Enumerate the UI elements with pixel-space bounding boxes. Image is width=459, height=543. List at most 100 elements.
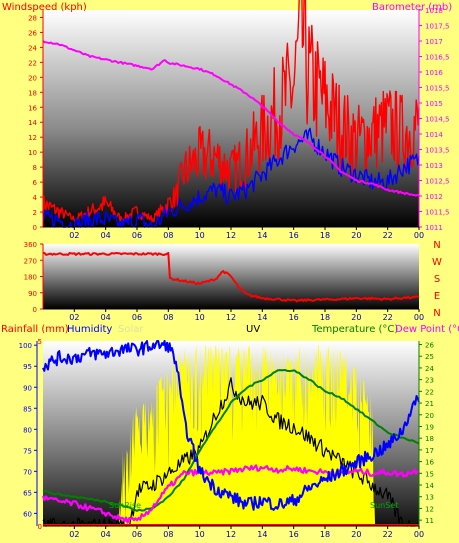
wind-avg-line: [42, 127, 420, 228]
x-tick-label: 02: [69, 313, 79, 322]
windspeed-tick-label: 12: [28, 134, 37, 142]
humidity-tick-label: 95: [23, 363, 32, 371]
temp-tick-label: 13: [425, 494, 434, 502]
dewpoint-line: [41, 464, 420, 524]
x-tick-label: 06: [132, 530, 142, 539]
legend-solar: Solar: [118, 324, 144, 335]
x-tick-label: 14: [257, 530, 267, 539]
x-tick-label: 02: [69, 231, 79, 240]
x-tick-label: 16: [289, 231, 299, 240]
barometer-tick-label: 1011: [425, 224, 443, 232]
x-tick-label: 18: [320, 530, 330, 539]
windspeed-tick-label: 26: [28, 29, 37, 37]
rain-tick-label: 5: [38, 338, 42, 346]
wind-direction-line: [42, 251, 420, 303]
temp-tick-label: 26: [425, 342, 434, 350]
rain-tick-label: 0: [38, 523, 42, 531]
windspeed-tick-label: 24: [28, 44, 37, 52]
temp-tick-label: 19: [425, 423, 434, 431]
x-tick-label: 00: [414, 313, 424, 322]
x-tick-label: 20: [351, 530, 361, 539]
barometer-tick-label: 1016: [425, 69, 443, 77]
barometer-tick-label: 1015: [425, 100, 443, 108]
barometer-tick-label: 1012: [425, 193, 443, 201]
x-tick-label: 20: [351, 231, 361, 240]
temp-tick-label: 23: [425, 377, 434, 385]
temp-tick-label: 22: [425, 388, 434, 396]
compass-label: E: [434, 291, 440, 302]
compass-label: N: [433, 240, 440, 251]
barometer-axis-label: Barometer (mb): [372, 2, 452, 13]
windspeed-line: [42, 0, 420, 223]
sunrise-label: SunRise: [109, 501, 141, 510]
x-tick-label: 22: [383, 231, 393, 240]
temp-tick-label: 16: [425, 459, 434, 467]
barometer-tick-label: 1014,5: [425, 116, 450, 124]
temp-tick-label: 21: [425, 400, 434, 408]
humidity-tick-label: 90: [23, 384, 32, 392]
direction-tick-label: 90: [28, 290, 37, 298]
humidity-tick-label: 85: [23, 405, 32, 413]
barometer-tick-label: 1018: [425, 7, 443, 15]
windspeed-tick-label: 6: [33, 179, 38, 187]
x-tick-label: 10: [195, 313, 205, 322]
x-tick-label: 04: [101, 231, 111, 240]
temp-tick-label: 25: [425, 353, 434, 361]
windspeed-axis-label: Windspeed (kph): [2, 2, 87, 13]
barometer-tick-label: 1014: [425, 131, 443, 139]
x-tick-label: 14: [257, 313, 267, 322]
barometer-tick-label: 1016,5: [425, 54, 450, 62]
windspeed-tick-label: 16: [28, 104, 37, 112]
humidity-tick-label: 100: [19, 342, 32, 350]
barometer-tick-label: 1013,5: [425, 147, 450, 155]
windspeed-tick-label: 20: [28, 74, 37, 82]
temp-tick-label: 20: [425, 412, 434, 420]
windspeed-tick-label: 18: [28, 89, 37, 97]
x-tick-label: 20: [351, 313, 361, 322]
x-tick-label: 16: [289, 313, 299, 322]
direction-tick-label: 270: [24, 257, 37, 265]
legend-dewpoint: Dew Point (°C): [395, 324, 459, 335]
humidity-tick-label: 65: [23, 489, 32, 497]
x-tick-label: 18: [320, 231, 330, 240]
x-tick-label: 04: [101, 530, 111, 539]
windspeed-tick-label: 2: [33, 209, 37, 217]
x-tick-label: 06: [132, 231, 142, 240]
humidity-line: [42, 340, 420, 511]
x-tick-label: 14: [257, 231, 267, 240]
barometer-line: [42, 40, 420, 197]
x-tick-label: 10: [195, 231, 205, 240]
direction-tick-label: 360: [24, 241, 37, 249]
x-tick-label: 08: [163, 313, 173, 322]
temp-tick-label: 14: [425, 482, 434, 490]
x-tick-label: 00: [414, 530, 424, 539]
compass-label: S: [434, 274, 440, 285]
x-tick-label: 08: [163, 231, 173, 240]
temp-tick-label: 12: [425, 505, 434, 513]
x-tick-label: 02: [69, 530, 79, 539]
x-tick-label: 00: [414, 231, 424, 240]
legend-humidity: Humidity: [67, 324, 112, 335]
sunset-label: SunSet: [370, 501, 398, 510]
x-tick-label: 22: [383, 313, 393, 322]
temp-tick-label: 18: [425, 435, 434, 443]
x-tick-label: 22: [383, 530, 393, 539]
barometer-tick-label: 1011,5: [425, 209, 450, 217]
windspeed-tick-label: 22: [28, 59, 37, 67]
temp-tick-label: 24: [425, 365, 434, 373]
windspeed-tick-label: 4: [33, 194, 38, 202]
direction-tick-label: 0: [33, 306, 37, 314]
x-tick-label: 12: [226, 530, 236, 539]
barometer-tick-label: 1013: [425, 162, 443, 170]
humidity-tick-label: 60: [23, 510, 32, 518]
x-tick-label: 16: [289, 530, 299, 539]
x-tick-label: 12: [226, 313, 236, 322]
windspeed-tick-label: 8: [33, 164, 37, 172]
compass-label: W: [432, 257, 442, 268]
legend-rainfall: Rainfall (mm): [1, 324, 69, 335]
legend-uv: UV: [246, 324, 260, 335]
humidity-tick-label: 75: [23, 447, 32, 455]
x-tick-label: 08: [163, 530, 173, 539]
